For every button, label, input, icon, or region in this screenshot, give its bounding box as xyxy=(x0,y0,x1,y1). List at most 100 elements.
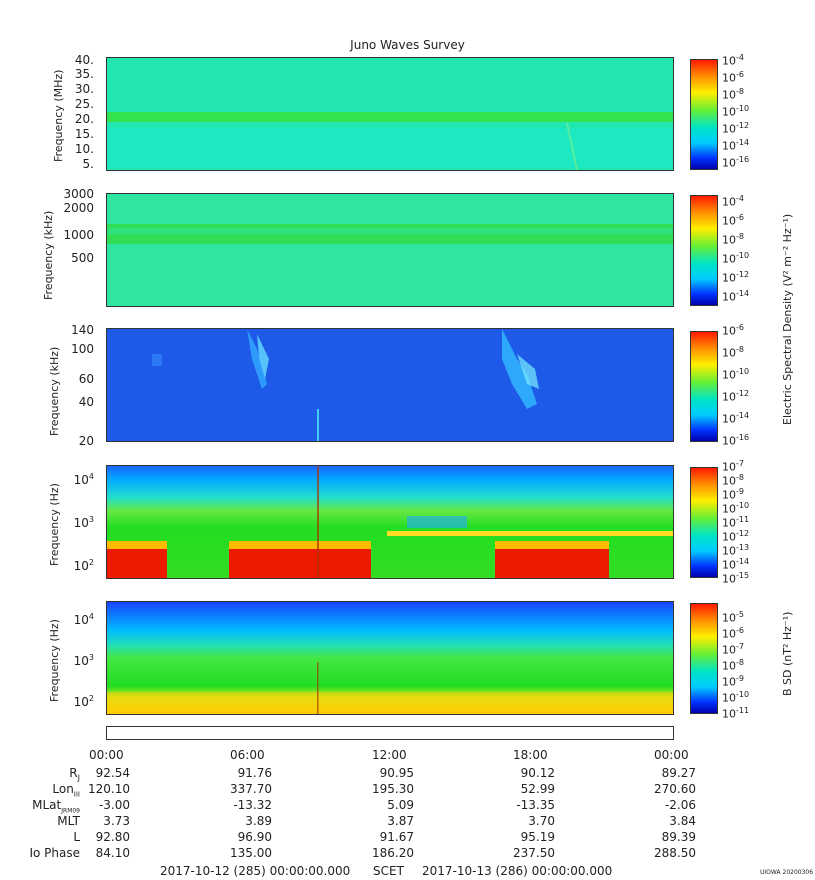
p1-tick-0: 40. xyxy=(74,53,94,67)
p1-cb-tick: 10-4 xyxy=(722,53,744,68)
p3-cb-tick: 10-14 xyxy=(722,411,750,426)
p1-ylabel: Frequency (MHz) xyxy=(52,69,65,162)
p5-cb-tick: 10-8 xyxy=(722,658,744,673)
ephem-value: 90.95 xyxy=(379,766,414,780)
p5-cb-tick: 10-7 xyxy=(722,642,744,657)
p5-cb-tick: 10-5 xyxy=(722,610,744,625)
p1-cb-tick: 10-6 xyxy=(722,70,744,85)
time-tick-3: 18:00 xyxy=(513,748,548,762)
p5-cb-tick: 10-10 xyxy=(722,690,750,705)
p1-tick-3: 25. xyxy=(74,97,94,111)
p1-cb-tick: 10-12 xyxy=(722,121,750,136)
ephem-value: 120.10 xyxy=(88,782,130,796)
ephem-value: 3.70 xyxy=(528,814,555,828)
ephem-value: 92.54 xyxy=(95,766,130,780)
p3-tick-0: 140 xyxy=(71,323,94,337)
ephem-value: -2.06 xyxy=(664,798,696,812)
ephem-value: 90.12 xyxy=(520,766,555,780)
p2-colorbar xyxy=(690,195,718,306)
p5-cb-tick: 10-6 xyxy=(722,626,744,641)
p2-cb-tick: 10-6 xyxy=(722,213,744,228)
ephem-label-mlat: MLatJRM09 xyxy=(32,798,80,815)
ephem-value: -3.00 xyxy=(98,798,130,812)
panel-4-spectrogram xyxy=(107,466,673,578)
p2-tick-3: 500 xyxy=(71,251,94,265)
ephem-value: -13.35 xyxy=(516,798,555,812)
p4-tick-0: 104 xyxy=(73,472,94,487)
p5-cb-tick: 10-11 xyxy=(722,706,750,721)
p3-tick-2: 60 xyxy=(78,372,94,386)
p4-cb-tick: 10-7 xyxy=(722,459,744,474)
p2-cb-tick: 10-12 xyxy=(722,270,750,285)
p3-tick-4: 20 xyxy=(78,434,94,448)
p2-tick-0: 3000 xyxy=(63,187,94,201)
footer-stamp: UIOWA 20200306 xyxy=(760,869,814,876)
electric-colorbar-label: Electric Spectral Density (V² m⁻² Hz⁻¹) xyxy=(781,213,794,425)
p2-cb-tick: 10-4 xyxy=(722,194,744,209)
ephem-value: 270.60 xyxy=(654,782,696,796)
footer-end: 2017-10-13 (286) 00:00:00.000 xyxy=(422,864,613,878)
ephem-value: 5.09 xyxy=(387,798,414,812)
ephem-value: 84.10 xyxy=(95,846,130,860)
p3-cb-tick: 10-12 xyxy=(722,389,750,404)
p4-cb-tick: 10-11 xyxy=(722,515,750,530)
p1-cb-tick: 10-14 xyxy=(722,138,750,153)
p1-cb-tick: 10-8 xyxy=(722,87,744,102)
ephem-value: -13.32 xyxy=(233,798,272,812)
p2-cb-tick: 10-8 xyxy=(722,232,744,247)
p3-tick-1: 100 xyxy=(71,342,94,356)
p5-colorbar xyxy=(690,603,718,714)
p4-cb-tick: 10-13 xyxy=(722,543,750,558)
p5-tick-0: 104 xyxy=(73,612,94,627)
panel-5-spectrogram xyxy=(107,602,673,714)
p3-tick-3: 40 xyxy=(78,395,94,409)
p2-ylabel: Frequency (kHz) xyxy=(42,210,55,300)
p2-cb-tick: 10-14 xyxy=(722,289,750,304)
p2-cb-tick: 10-10 xyxy=(722,251,750,266)
p1-tick-1: 35. xyxy=(74,67,94,81)
ephem-value: 91.76 xyxy=(237,766,272,780)
p1-cb-tick: 10-16 xyxy=(722,155,750,170)
ephem-value: 3.89 xyxy=(245,814,272,828)
p4-colorbar xyxy=(690,467,718,578)
p4-cb-tick: 10-10 xyxy=(722,501,750,516)
p4-cb-tick: 10-15 xyxy=(722,571,750,586)
ephem-value: 92.80 xyxy=(95,830,130,844)
p3-cb-tick: 10-10 xyxy=(722,367,750,382)
ephem-value: 288.50 xyxy=(654,846,696,860)
p3-colorbar xyxy=(690,331,718,442)
time-axis-strip xyxy=(106,726,674,740)
ephem-value: 135.00 xyxy=(230,846,272,860)
ephem-value: 195.30 xyxy=(372,782,414,796)
ephem-label-mlt: MLT xyxy=(57,814,80,828)
p4-cb-tick: 10-9 xyxy=(722,487,744,502)
p1-tick-6: 10. xyxy=(74,142,94,156)
ephem-label-l: L xyxy=(73,830,80,844)
panel-mid-frequency xyxy=(106,193,674,307)
p5-tick-2: 102 xyxy=(73,694,94,709)
p3-cb-tick: 10-8 xyxy=(722,345,744,360)
p2-tick-1: 2000 xyxy=(63,201,94,215)
ephem-label-io: Io Phase xyxy=(29,846,80,860)
panel-low-khz xyxy=(106,328,674,442)
time-tick-2: 12:00 xyxy=(372,748,407,762)
ephem-value: 3.87 xyxy=(387,814,414,828)
ephem-value: 237.50 xyxy=(513,846,555,860)
ephem-label-lon: LonIII xyxy=(52,782,80,799)
magnetic-colorbar-label: B SD (nT² Hz⁻¹) xyxy=(781,611,794,696)
p5-ylabel: Frequency (Hz) xyxy=(48,619,61,702)
p4-cb-tick: 10-12 xyxy=(722,529,750,544)
p1-tick-4: 20. xyxy=(74,112,94,126)
p1-tick-2: 30. xyxy=(74,82,94,96)
ephem-value: 89.39 xyxy=(661,830,696,844)
ephem-label-rj: RJ xyxy=(69,766,80,783)
ephem-value: 52.99 xyxy=(520,782,555,796)
p3-ylabel: Frequency (kHz) xyxy=(48,346,61,436)
p1-colorbar xyxy=(690,59,718,170)
footer-scet: SCET xyxy=(373,864,404,878)
p4-tick-1: 103 xyxy=(73,515,94,530)
footer-start: 2017-10-12 (285) 00:00:00.000 xyxy=(160,864,351,878)
panel-electric-hz xyxy=(106,465,674,579)
panel-1-spectrogram xyxy=(107,58,673,170)
p1-tick-5: 15. xyxy=(74,127,94,141)
